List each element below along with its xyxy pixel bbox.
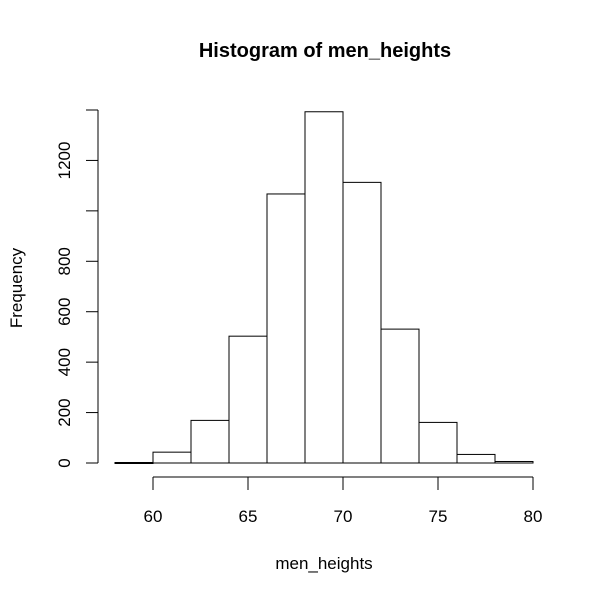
- histogram-bar: [152, 451, 192, 464]
- y-tick-label: 1200: [55, 142, 74, 180]
- x-tick-label: 65: [239, 507, 258, 526]
- bars-layer: [114, 111, 534, 464]
- histogram-bar: [266, 193, 306, 464]
- chart-title: Histogram of men_heights: [199, 40, 451, 62]
- histogram-bar: [418, 421, 458, 464]
- y-tick-label: 400: [55, 348, 74, 376]
- histogram-bar: [228, 335, 268, 464]
- y-tick-label: 200: [55, 398, 74, 426]
- y-tick-label: 600: [55, 298, 74, 326]
- x-axis: 60 65 70 75 80: [144, 476, 543, 526]
- x-tick-label: 70: [334, 507, 353, 526]
- y-tick-label: 0: [55, 458, 74, 467]
- histogram-bar: [342, 181, 382, 464]
- x-axis-label: men_heights: [275, 554, 372, 573]
- histogram-bar: [304, 111, 344, 464]
- x-tick-label: 75: [429, 507, 448, 526]
- x-tick-label: 80: [524, 507, 543, 526]
- histogram-bar: [380, 328, 420, 464]
- x-tick-label: 60: [144, 507, 163, 526]
- histogram-bar: [114, 461, 154, 464]
- y-tick-label: 800: [55, 247, 74, 275]
- histogram-bar: [190, 419, 230, 464]
- y-axis: 0 200 400 600 800 1200: [55, 109, 99, 468]
- y-axis-label: Frequency: [7, 247, 26, 328]
- histogram-bar: [456, 453, 496, 464]
- histogram-bar: [494, 460, 534, 464]
